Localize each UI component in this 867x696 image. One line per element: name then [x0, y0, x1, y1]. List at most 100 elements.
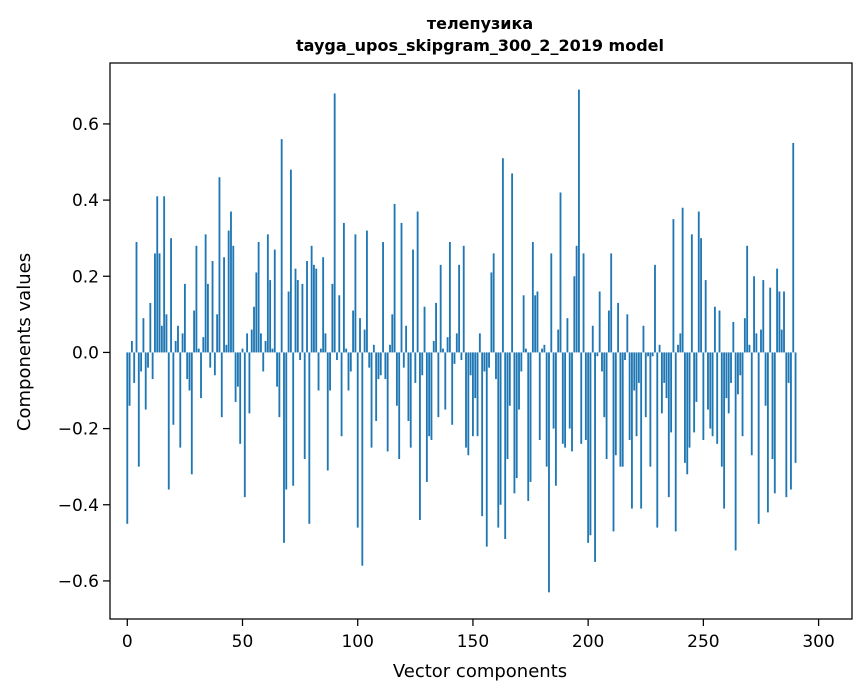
bar-239 — [677, 344, 679, 353]
bar-9 — [147, 352, 149, 368]
bar-27 — [188, 352, 191, 391]
bar-64 — [273, 249, 276, 353]
bar-37 — [211, 261, 214, 353]
y-tick-label: −0.4 — [58, 496, 99, 516]
bar-275 — [760, 329, 762, 353]
bar-92 — [338, 295, 341, 353]
bar-226 — [647, 352, 649, 357]
bar-179 — [538, 352, 541, 441]
bar-61 — [266, 234, 269, 353]
x-tick-label: 0 — [122, 632, 133, 652]
chart-title: телепузика — [427, 14, 533, 33]
bar-90 — [333, 93, 336, 353]
bar-102 — [361, 352, 364, 566]
bar-255 — [713, 306, 716, 353]
bar-5 — [137, 352, 140, 467]
bar-16 — [163, 196, 166, 353]
bar-105 — [368, 352, 371, 368]
bar-91 — [336, 352, 338, 361]
bar-224 — [642, 325, 645, 353]
bar-147 — [465, 352, 467, 448]
bar-184 — [550, 253, 553, 353]
x-tick-label: 100 — [341, 632, 373, 652]
bar-164 — [504, 352, 507, 540]
bar-200 — [587, 352, 590, 543]
bar-154 — [481, 352, 484, 517]
bar-186 — [554, 352, 557, 486]
bar-236 — [670, 352, 673, 433]
bar-228 — [651, 352, 654, 357]
bar-142 — [453, 352, 456, 364]
bar-174 — [527, 352, 530, 501]
bar-116 — [393, 203, 396, 353]
bar-148 — [467, 352, 470, 456]
bar-14 — [158, 253, 161, 353]
bar-100 — [356, 352, 359, 528]
bar-268 — [743, 318, 746, 353]
bar-106 — [370, 352, 373, 448]
bar-127 — [419, 352, 421, 520]
bar-216 — [624, 352, 626, 361]
bar-98 — [352, 310, 355, 353]
y-tick-label: −0.2 — [58, 420, 99, 440]
bar-262 — [730, 352, 732, 383]
bar-197 — [580, 352, 583, 444]
bar-112 — [384, 352, 387, 380]
bar-86 — [324, 333, 327, 353]
bar-1 — [128, 352, 131, 406]
bar-178 — [536, 291, 539, 353]
bar-274 — [757, 352, 760, 524]
bar-34 — [204, 234, 207, 353]
bar-114 — [389, 344, 391, 353]
bar-272 — [753, 276, 755, 353]
bar-73 — [294, 268, 297, 353]
bar-202 — [591, 325, 594, 353]
bar-278 — [766, 352, 769, 513]
bar-221 — [635, 352, 638, 437]
bar-263 — [732, 321, 735, 353]
bar-183 — [548, 352, 550, 593]
bar-42 — [223, 257, 225, 353]
bar-104 — [366, 230, 368, 353]
y-axis: −0.6 −0.4 −0.2 0.0 0.2 0.4 0.6 — [58, 115, 110, 592]
bar-71 — [289, 169, 292, 353]
bar-203 — [594, 352, 596, 562]
bar-280 — [771, 352, 774, 460]
bar-48 — [236, 352, 239, 387]
bar-108 — [375, 352, 378, 421]
bar-30 — [195, 245, 198, 353]
bar-285 — [783, 291, 785, 353]
bar-99 — [354, 234, 357, 353]
bar-282 — [776, 268, 779, 353]
bar-11 — [151, 352, 154, 380]
bar-241 — [681, 207, 684, 353]
bar-18 — [167, 352, 170, 490]
bar-119 — [400, 222, 403, 353]
bar-122 — [407, 352, 410, 421]
bar-79 — [308, 352, 311, 524]
bar-103 — [363, 329, 366, 353]
bar-81 — [313, 264, 315, 353]
bar-118 — [398, 352, 401, 460]
bar-51 — [243, 352, 246, 498]
bar-69 — [285, 352, 288, 490]
bar-286 — [785, 352, 788, 498]
bar-54 — [250, 329, 253, 353]
bar-31 — [197, 348, 200, 353]
bar-248 — [697, 211, 700, 353]
bar-101 — [359, 318, 361, 353]
y-tick-label: 0.6 — [72, 115, 99, 135]
bar-136 — [439, 264, 442, 353]
bar-175 — [529, 352, 532, 482]
bar-283 — [778, 291, 781, 353]
bar-270 — [748, 344, 751, 353]
bar-46 — [232, 245, 235, 353]
bar-159 — [492, 253, 495, 353]
bar-231 — [658, 344, 661, 353]
bar-177 — [534, 295, 537, 353]
bar-233 — [663, 352, 666, 383]
bar-58 — [260, 333, 262, 353]
bar-194 — [573, 276, 576, 353]
bar-252 — [707, 352, 709, 410]
bar-50 — [241, 348, 244, 353]
